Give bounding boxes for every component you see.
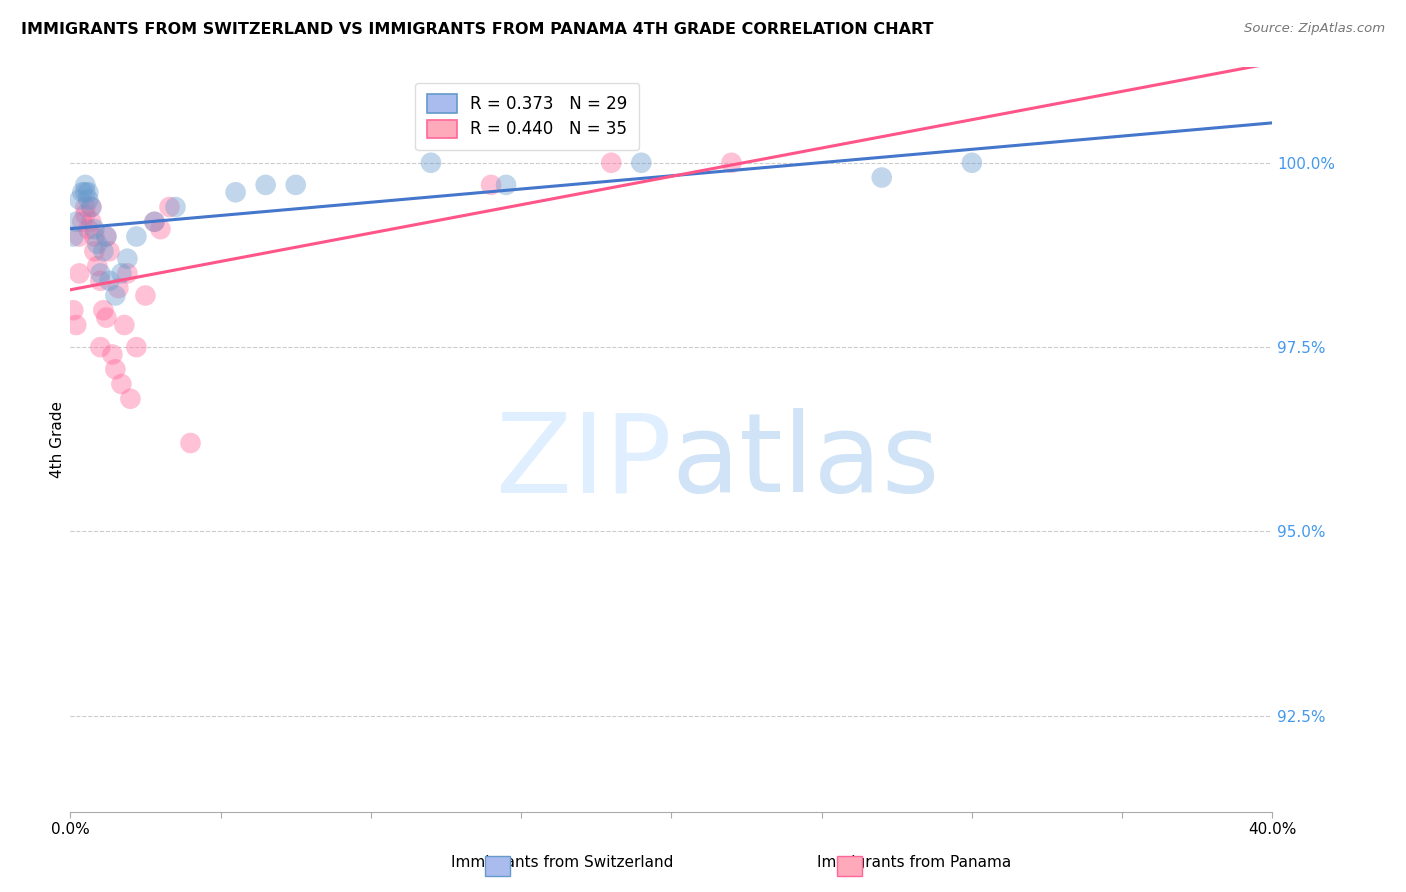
Point bbox=[89, 274, 111, 288]
Point bbox=[112, 318, 135, 332]
Point bbox=[89, 340, 111, 354]
Point bbox=[110, 266, 132, 280]
Point bbox=[165, 200, 187, 214]
Point bbox=[75, 186, 97, 200]
Point bbox=[960, 155, 983, 169]
Point bbox=[120, 392, 142, 406]
Point bbox=[77, 193, 100, 207]
Point bbox=[86, 236, 108, 251]
Point bbox=[77, 186, 100, 200]
Point bbox=[65, 215, 87, 229]
Point bbox=[143, 215, 166, 229]
Point bbox=[117, 252, 139, 266]
Point bbox=[134, 288, 156, 302]
Y-axis label: 4th Grade: 4th Grade bbox=[49, 401, 65, 478]
Point bbox=[77, 222, 100, 236]
Point bbox=[143, 215, 166, 229]
Point bbox=[93, 244, 115, 259]
Point bbox=[93, 303, 115, 318]
Point bbox=[75, 178, 97, 192]
Point bbox=[101, 347, 124, 361]
Point bbox=[125, 340, 148, 354]
Point bbox=[67, 193, 90, 207]
Point bbox=[96, 229, 118, 244]
Point bbox=[72, 186, 94, 200]
Point bbox=[254, 178, 277, 192]
Point bbox=[72, 215, 94, 229]
Point bbox=[89, 266, 111, 280]
Point bbox=[86, 259, 108, 273]
Point bbox=[870, 170, 893, 185]
Point bbox=[149, 222, 172, 236]
Point bbox=[284, 178, 307, 192]
Point bbox=[67, 229, 90, 244]
Text: Source: ZipAtlas.com: Source: ZipAtlas.com bbox=[1244, 22, 1385, 36]
Point bbox=[75, 207, 97, 221]
Point bbox=[630, 155, 652, 169]
Point bbox=[479, 178, 502, 192]
Point bbox=[420, 155, 443, 169]
Point bbox=[80, 200, 103, 214]
Point bbox=[720, 155, 742, 169]
Point bbox=[107, 281, 129, 295]
Text: ZIP: ZIP bbox=[496, 409, 672, 516]
Point bbox=[96, 310, 118, 325]
Point bbox=[225, 186, 247, 200]
Point bbox=[98, 244, 121, 259]
Text: Immigrants from Switzerland: Immigrants from Switzerland bbox=[451, 855, 673, 870]
Point bbox=[110, 376, 132, 391]
Point bbox=[104, 288, 127, 302]
Point bbox=[495, 178, 517, 192]
Point bbox=[62, 303, 84, 318]
Point bbox=[65, 318, 87, 332]
Point bbox=[80, 215, 103, 229]
Text: atlas: atlas bbox=[672, 409, 939, 516]
Point bbox=[83, 244, 105, 259]
Point bbox=[125, 229, 148, 244]
Point bbox=[80, 200, 103, 214]
Point bbox=[98, 274, 121, 288]
Point bbox=[96, 229, 118, 244]
Point bbox=[62, 229, 84, 244]
Point bbox=[75, 200, 97, 214]
Point bbox=[600, 155, 623, 169]
Point bbox=[83, 222, 105, 236]
Text: Immigrants from Panama: Immigrants from Panama bbox=[817, 855, 1011, 870]
Point bbox=[104, 362, 127, 376]
Point bbox=[159, 200, 181, 214]
Legend: R = 0.373   N = 29, R = 0.440   N = 35: R = 0.373 N = 29, R = 0.440 N = 35 bbox=[415, 83, 640, 150]
Point bbox=[83, 229, 105, 244]
Point bbox=[117, 266, 139, 280]
Point bbox=[180, 436, 202, 450]
Point bbox=[67, 266, 90, 280]
Text: IMMIGRANTS FROM SWITZERLAND VS IMMIGRANTS FROM PANAMA 4TH GRADE CORRELATION CHAR: IMMIGRANTS FROM SWITZERLAND VS IMMIGRANT… bbox=[21, 22, 934, 37]
